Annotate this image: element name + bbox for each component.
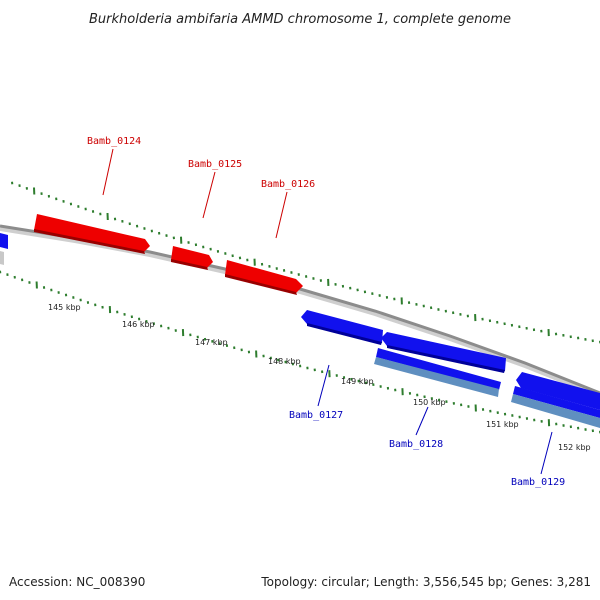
gene-leader-line	[275, 191, 288, 239]
gene-bamb-0124[interactable]	[34, 214, 150, 254]
gene-bamb-0129[interactable]	[511, 372, 600, 428]
gene-bamb-0125[interactable]	[171, 246, 213, 270]
gene-bamb-0127[interactable]	[301, 310, 383, 345]
backbone-shadow	[0, 227, 600, 398]
backbone-line	[0, 224, 600, 395]
topology-text: Topology: circular; Length: 3,556,545 bp…	[260, 575, 591, 589]
map-title: Burkholderia ambifaria AMMD chromosome 1…	[89, 12, 511, 27]
gene-label-bamb-0129[interactable]: Bamb_0129	[511, 477, 565, 488]
gene-leader-line	[415, 406, 429, 436]
gene-fragment-left-blue	[0, 233, 8, 249]
tick-label: 147 kbp	[195, 338, 228, 347]
gene-label-bamb-0125[interactable]: Bamb_0125	[188, 159, 242, 170]
gene-leader-line	[202, 171, 216, 219]
gene-label-bamb-0126[interactable]: Bamb_0126	[261, 179, 315, 190]
tick-label: 145 kbp	[48, 303, 81, 312]
inner-tick-ring	[0, 270, 600, 434]
gene-label-bamb-0127[interactable]: Bamb_0127	[289, 410, 343, 421]
gene-leader-line	[317, 364, 330, 407]
gene-bamb-0126[interactable]	[225, 260, 303, 295]
tick-label: 146 kbp	[122, 320, 155, 329]
tick-label: 152 kbp	[558, 443, 591, 452]
gene-bamb-0128[interactable]	[374, 332, 506, 397]
gene-label-bamb-0128[interactable]: Bamb_0128	[389, 439, 443, 450]
accession-text: Accession: NC_008390	[9, 575, 145, 589]
tick-label: 150 kbp	[413, 398, 446, 407]
gene-fragment-left-gray	[0, 251, 4, 265]
gene-label-bamb-0124[interactable]: Bamb_0124	[87, 136, 141, 147]
outer-tick-ring	[11, 181, 600, 344]
tick-label: 148 kbp	[268, 357, 301, 366]
gene-leader-line	[102, 148, 114, 196]
gene-leader-line	[540, 431, 553, 475]
tick-label: 151 kbp	[486, 420, 519, 429]
tick-label: 149 kbp	[341, 377, 374, 386]
